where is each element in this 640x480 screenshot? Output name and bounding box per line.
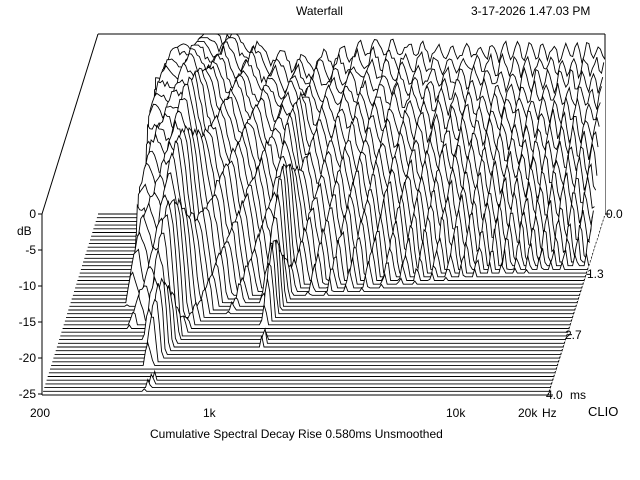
y-tick-label: -5: [25, 243, 36, 257]
z-tick-label: 4.0: [546, 388, 563, 402]
z-tick-label: 0.0: [606, 207, 623, 221]
x-axis-unit: Hz: [542, 406, 557, 420]
brand-label: CLIO: [588, 404, 619, 419]
decay-slice: [69, 207, 576, 307]
decay-slice: [53, 298, 560, 359]
decay-slice-mask: [52, 317, 559, 364]
decay-slice: [45, 373, 552, 385]
frame-edge-left: [41, 33, 99, 215]
x-tick-label: 10k: [446, 406, 466, 420]
y-tick-label: -25: [18, 387, 36, 401]
decay-slices: [42, 33, 606, 397]
decay-slice: [68, 197, 575, 311]
decay-slice-mask: [48, 372, 556, 375]
decay-slice-mask: [43, 388, 550, 394]
decay-slice: [54, 282, 561, 355]
decay-slice: [79, 127, 587, 274]
decay-slice-mask: [45, 374, 552, 386]
decay-slice-mask: [71, 172, 579, 301]
decay-slice: [51, 341, 558, 366]
decay-slice: [90, 68, 598, 241]
x-tick-label: 1k: [203, 406, 216, 420]
decay-slice: [96, 37, 605, 219]
decay-slice: [55, 277, 562, 352]
decay-slice-mask: [42, 395, 548, 397]
decay-slice-mask: [47, 376, 554, 379]
chart-title: Waterfall: [296, 4, 343, 18]
x-tick-label: 200: [30, 406, 51, 420]
y-tick-label: -20: [18, 351, 36, 365]
y-tick-label: 0: [29, 207, 36, 221]
decay-slice-mask: [50, 369, 557, 372]
decay-slice: [98, 33, 606, 215]
decay-slice-mask: [46, 371, 553, 383]
z-tick-label: 1.3: [587, 267, 604, 281]
decay-slice: [52, 316, 559, 363]
decay-slice: [43, 388, 550, 392]
timestamp: 3-17-2026 1.47.03 PM: [471, 4, 591, 18]
y-tick-label: -10: [18, 279, 36, 293]
decay-slice: [59, 291, 566, 341]
decay-slice: [95, 40, 604, 222]
y-tick-label: -15: [18, 315, 36, 329]
x-tick-label: 20k: [518, 406, 538, 420]
z-tick-label: 2.7: [565, 328, 582, 342]
z-axis-unit: ms: [570, 388, 586, 402]
chart-caption: Cumulative Spectral Decay Rise 0.580ms U…: [150, 427, 443, 441]
decay-slice: [58, 285, 565, 344]
decay-slice: [46, 369, 553, 381]
y-axis-label: dB: [17, 224, 32, 238]
decay-slice: [44, 378, 551, 389]
decay-slice: [67, 201, 574, 315]
decay-slice: [56, 281, 564, 348]
